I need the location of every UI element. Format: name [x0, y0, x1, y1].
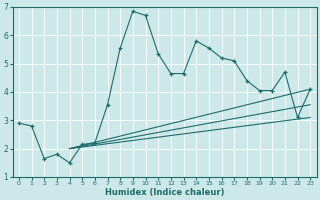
X-axis label: Humidex (Indice chaleur): Humidex (Indice chaleur) — [105, 188, 224, 197]
